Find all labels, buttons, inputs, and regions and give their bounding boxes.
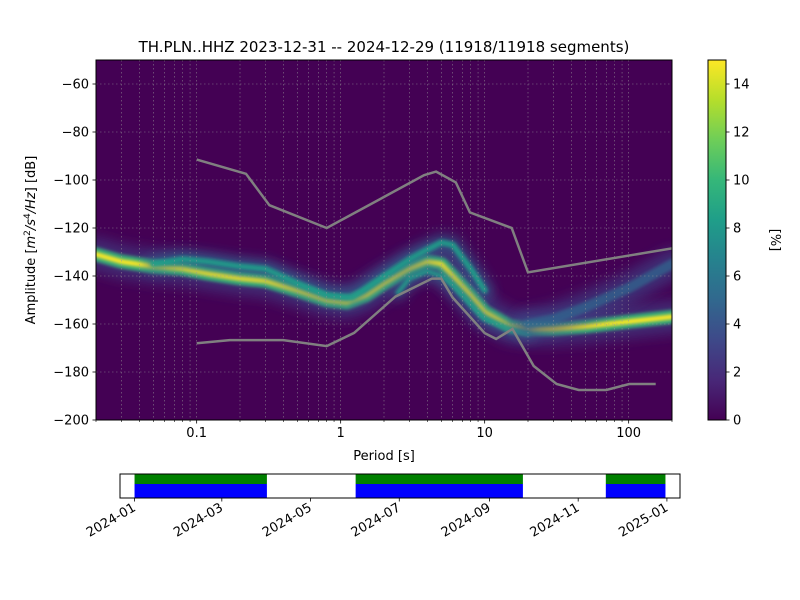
colorbar-tick-label: 8 [733, 222, 741, 237]
coverage-segment [605, 484, 666, 498]
y-axis-ticks: −60 −80 −100 −120 −140 −160 −180 −200 [53, 78, 96, 429]
timeline-tick-label: 2024-07 [349, 500, 404, 540]
processed-segment [134, 474, 267, 484]
timeline-tick-label: 2025-01 [616, 500, 671, 540]
colorbar: 0 2 4 6 8 10 12 14 [%] [707, 59, 782, 429]
y-tick-label: −80 [62, 126, 89, 141]
x-axis-label: Period [s] [353, 449, 415, 464]
coverage-bars [134, 474, 666, 498]
x-axis-ticks: 0.1 1 10 100 [95, 420, 673, 441]
timeline-frame [119, 473, 681, 499]
colorbar-label: [%] [767, 229, 782, 252]
x-tick-label: 100 [616, 426, 641, 441]
y-tick-label: −120 [53, 222, 89, 237]
y-tick-label: −180 [53, 366, 89, 381]
colorbar-tick-label: 14 [733, 78, 750, 93]
density-ridge-tail [523, 259, 672, 329]
data-coverage-timeline: 2024-01 2024-03 2024-05 2024-07 2024-09 2024-… [84, 473, 681, 541]
processed-segment [605, 474, 666, 484]
coverage-segment [134, 484, 267, 498]
low-noise-model-curve [196, 277, 656, 392]
density-ridge-lower [395, 268, 531, 337]
timeline-tick-label: 2024-05 [260, 500, 315, 540]
x-tick-label: 0.1 [186, 426, 207, 441]
timeline-tick-label: 2024-09 [439, 500, 494, 540]
timeline-ticks: 2024-01 2024-03 2024-05 2024-07 2024-09 2024-… [84, 498, 671, 541]
ppsd-plot: 0.1 1 10 100 −60 −80 −100 −120 −140 −160 −180 −200… [23, 59, 673, 464]
timeline-tick-label: 2024-01 [84, 500, 139, 540]
colorbar-tick-label: 6 [733, 270, 741, 285]
colorbar-tick-label: 4 [733, 318, 741, 333]
colorbar-tick-label: 12 [733, 126, 750, 141]
x-tick-label: 1 [337, 426, 345, 441]
x-tick-label: 10 [476, 426, 493, 441]
y-tick-label: −160 [53, 318, 89, 333]
chart-title: TH.PLN..HHZ 2023-12-31 -- 2024-12-29 (11… [138, 38, 630, 56]
colorbar-tick-label: 0 [733, 414, 741, 429]
processed-segment [355, 474, 523, 484]
colorbar-tick-label: 10 [733, 174, 750, 189]
y-axis-label: Amplitude [m2/s4/Hz] [dB] [23, 156, 39, 325]
colorbar-tick-label: 2 [733, 366, 741, 381]
high-noise-model-curve [196, 158, 672, 274]
colorbar-scale [707, 59, 727, 421]
grid [96, 60, 672, 420]
timeline-tick-label: 2024-03 [171, 500, 226, 540]
y-tick-label: −100 [53, 174, 89, 189]
coverage-segment [355, 484, 523, 498]
y-tick-label: −60 [62, 78, 89, 93]
y-tick-label: −140 [53, 270, 89, 285]
colorbar-ticks: 0 2 4 6 8 10 12 14 [726, 78, 750, 429]
density-ridge-upper [150, 239, 488, 301]
timeline-tick-label: 2024-11 [528, 500, 583, 540]
y-tick-label: −200 [53, 414, 89, 429]
